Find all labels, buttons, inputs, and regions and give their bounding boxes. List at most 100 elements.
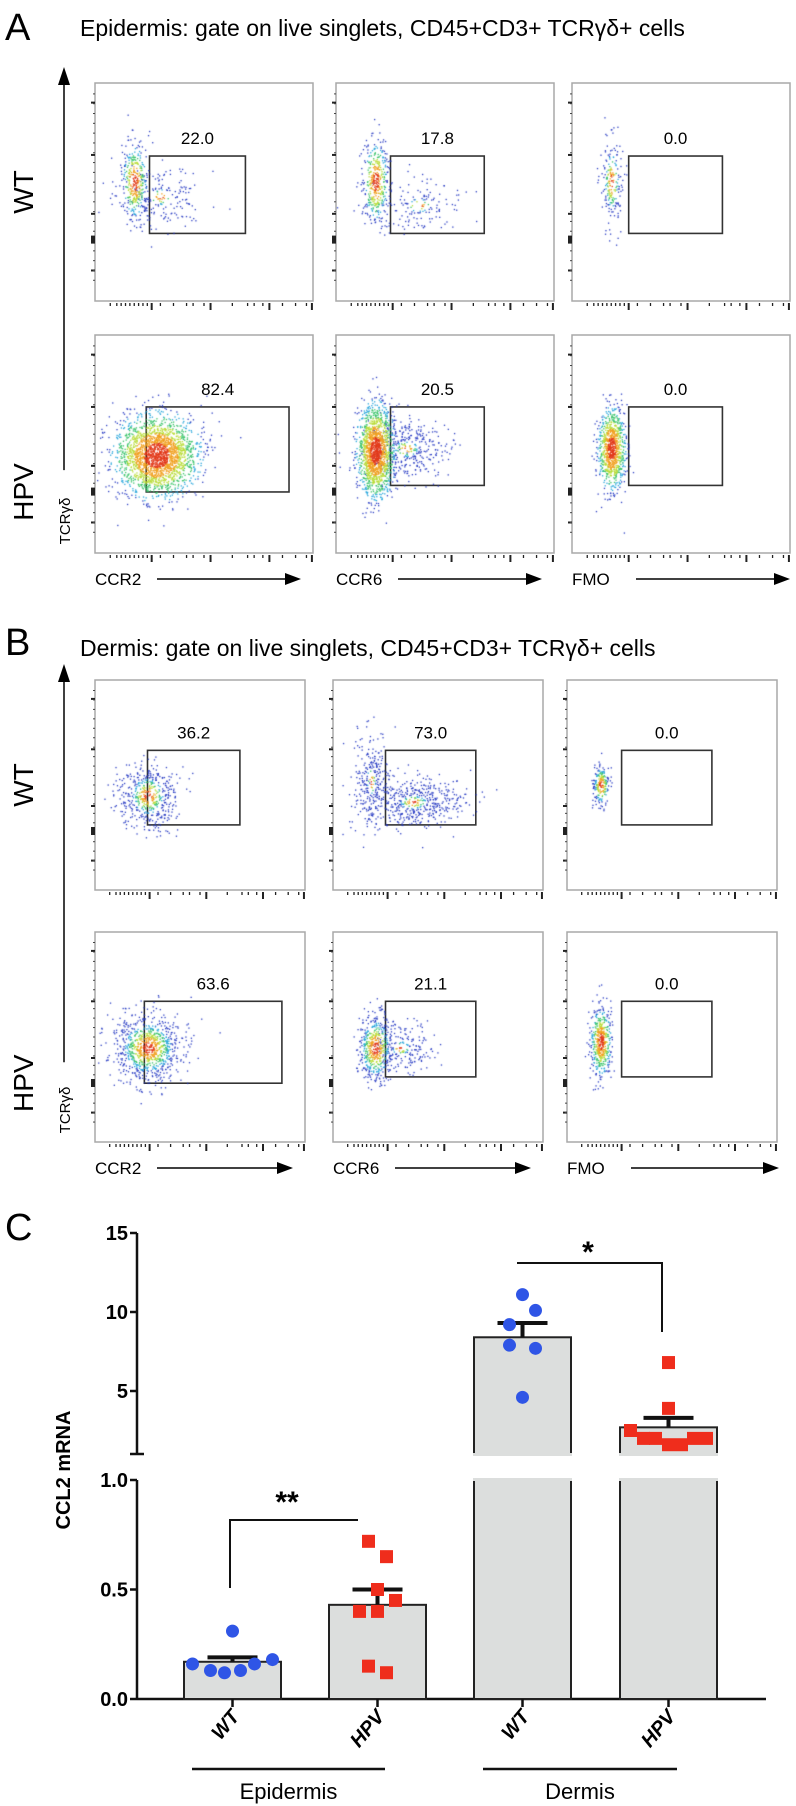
data-point — [362, 1659, 375, 1673]
y-tick-cluster — [91, 235, 95, 244]
x-axis-label-fmo: FMO — [567, 1159, 605, 1178]
y-tick-cluster — [91, 487, 95, 496]
y-tick-cluster — [329, 827, 333, 835]
y-tick-label: 0.5 — [100, 1580, 128, 1602]
panel-c-chart: C 5 10 15 0.0 0.5 1.0 CCL2 mRNA WT HPV WT HPV Epider… — [5, 1207, 766, 1804]
arrowhead-icon — [774, 573, 790, 585]
data-point — [503, 1318, 516, 1332]
density-scatter — [95, 680, 305, 890]
arrowhead-icon — [515, 1162, 531, 1174]
bar-break-cover — [619, 1478, 718, 1481]
panel-letter: C — [5, 1207, 32, 1249]
y-tick-cluster — [329, 1079, 333, 1087]
x-tick-label: WT — [497, 1705, 535, 1744]
y-tick-cluster — [332, 487, 336, 496]
bar-break-cover — [473, 1453, 572, 1456]
density-scatter — [95, 932, 305, 1142]
data-point — [516, 1288, 529, 1302]
x-axis-label-ccr6: CCR6 — [333, 1159, 379, 1178]
panel-letter: B — [5, 622, 30, 664]
data-point — [389, 1593, 402, 1607]
arrowhead-icon — [58, 664, 70, 682]
x-axis-label-ccr6: CCR6 — [336, 570, 382, 589]
panel-title: Dermis: gate on live singlets, CD45+CD3+… — [80, 635, 655, 661]
data-point — [662, 1356, 675, 1370]
data-point — [380, 1550, 393, 1564]
data-point — [371, 1583, 384, 1596]
bar-break-cover — [619, 1453, 718, 1456]
data-point — [649, 1431, 662, 1445]
data-point — [362, 1534, 375, 1548]
panel-letter: A — [5, 7, 31, 49]
data-point — [371, 1604, 384, 1618]
density-scatter — [95, 335, 313, 553]
bar-epidermis-wt: WT — [183, 1624, 282, 1744]
data-point — [266, 1653, 279, 1667]
y-tick-cluster — [91, 1079, 95, 1087]
row-label-hpv: HPV — [8, 1054, 39, 1112]
y-tick-cluster — [568, 487, 572, 496]
data-point — [662, 1438, 675, 1452]
density-scatter — [336, 83, 554, 301]
y-tick-cluster — [568, 235, 572, 244]
significance-bracket — [517, 1262, 663, 1332]
density-scatter — [567, 932, 777, 1142]
group-label-epidermis: Epidermis — [240, 1779, 338, 1804]
panel-title: Epidermis: gate on live singlets, CD45+C… — [80, 15, 685, 41]
y-axis-label: TCRγδ — [57, 498, 74, 545]
data-point — [380, 1666, 393, 1680]
x-tick-label: WT — [207, 1705, 245, 1744]
bar-epidermis-hpv: HPV — [328, 1534, 427, 1752]
data-point — [700, 1431, 713, 1445]
density-scatter — [333, 680, 543, 890]
x-tick-label: HPV — [346, 1705, 390, 1752]
bar-dermis-wt: WT — [473, 1288, 572, 1744]
bar-break-cover — [473, 1478, 572, 1481]
y-tick-label: 10 — [106, 1302, 128, 1324]
density-scatter — [572, 83, 790, 301]
data-point — [687, 1431, 700, 1445]
y-tick-label: 1.0 — [100, 1470, 128, 1492]
row-label-wt: WT — [8, 763, 39, 807]
x-axis-label-fmo: FMO — [572, 570, 610, 589]
density-scatter — [95, 83, 313, 301]
density-scatter — [572, 335, 790, 553]
data-point — [529, 1303, 542, 1317]
data-point — [624, 1424, 637, 1437]
data-point — [637, 1431, 650, 1445]
arrowhead-icon — [58, 67, 70, 85]
y-tick-cluster — [563, 827, 567, 835]
significance-label: ** — [275, 1486, 299, 1519]
row-label-wt: WT — [8, 170, 39, 214]
data-point — [516, 1390, 529, 1404]
group-label-dermis: Dermis — [545, 1779, 615, 1804]
bar — [328, 1603, 427, 1700]
y-tick-label: 5 — [117, 1381, 128, 1403]
significance-label: * — [582, 1236, 594, 1269]
data-point — [248, 1657, 261, 1671]
data-point — [529, 1341, 542, 1355]
y-tick-cluster — [563, 1079, 567, 1087]
significance-bracket — [229, 1519, 358, 1588]
data-point — [503, 1338, 516, 1352]
y-tick-cluster — [332, 235, 336, 244]
y-axis-label: TCRγδ — [57, 1087, 74, 1134]
y-tick-label: 15 — [106, 1223, 128, 1245]
bar-lower — [619, 1479, 718, 1700]
y-tick-cluster — [91, 827, 95, 835]
data-point — [226, 1624, 239, 1638]
y-axis-label: CCL2 mRNA — [53, 1411, 75, 1530]
arrowhead-icon — [526, 573, 542, 585]
data-point — [186, 1657, 199, 1671]
data-point — [204, 1664, 217, 1678]
row-label-hpv: HPV — [8, 463, 39, 521]
data-point — [662, 1401, 675, 1415]
bar-dermis-hpv: HPV — [619, 1356, 718, 1752]
bar-lower — [473, 1479, 572, 1700]
x-axis-label-ccr2: CCR2 — [95, 570, 141, 589]
y-tick-label: 0.0 — [100, 1689, 128, 1711]
density-scatter — [336, 335, 554, 553]
density-scatter — [333, 932, 543, 1142]
x-axis-label-ccr2: CCR2 — [95, 1159, 141, 1178]
